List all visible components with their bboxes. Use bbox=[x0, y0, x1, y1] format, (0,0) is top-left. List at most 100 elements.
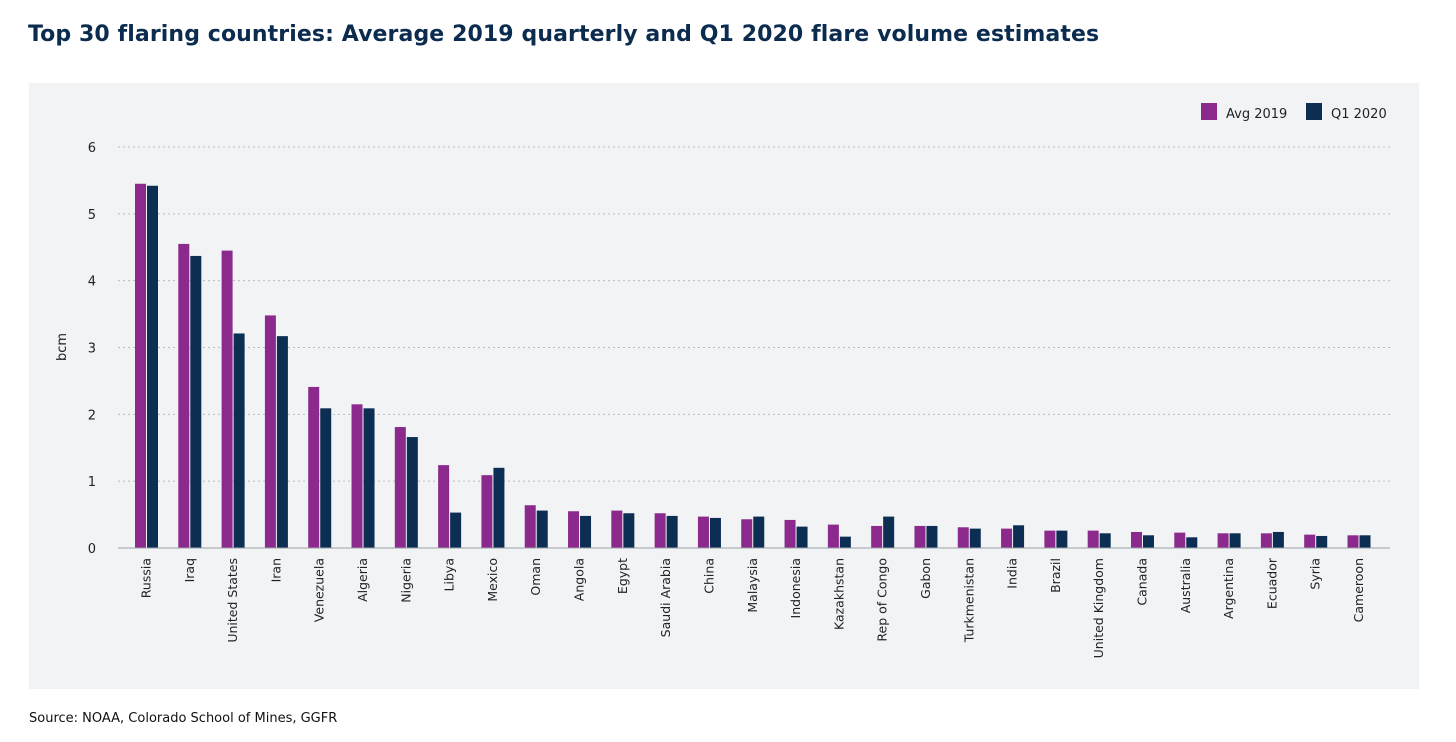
chart-panel bbox=[29, 83, 1419, 689]
bar-q12020-indonesia bbox=[796, 526, 808, 548]
bar-avg2019-egypt bbox=[611, 510, 623, 548]
bar-q12020-united-kingdom bbox=[1099, 533, 1111, 548]
y-tick-label: 3 bbox=[88, 342, 96, 357]
legend-swatch-q12020 bbox=[1306, 103, 1322, 120]
bar-avg2019-mexico bbox=[481, 475, 493, 548]
bar-avg2019-kazakhstan bbox=[827, 524, 839, 548]
x-tick-label: Turkmenistan bbox=[961, 558, 976, 643]
bar-avg2019-libya bbox=[438, 465, 450, 548]
bar-avg2019-canada bbox=[1130, 531, 1142, 548]
x-tick-label: United Kingdom bbox=[1091, 558, 1106, 658]
bar-q12020-syria bbox=[1316, 535, 1328, 548]
bar-avg2019-gabon bbox=[914, 525, 926, 548]
bar-avg2019-rep-of-congo bbox=[871, 525, 883, 548]
bar-q12020-algeria bbox=[363, 408, 375, 548]
x-tick-label: Iran bbox=[268, 558, 283, 582]
bar-q12020-brazil bbox=[1056, 530, 1068, 548]
bar-q12020-australia bbox=[1186, 537, 1198, 548]
y-tick-label: 5 bbox=[88, 208, 96, 223]
x-tick-label: Argentina bbox=[1221, 558, 1236, 619]
bar-q12020-cameroon bbox=[1359, 535, 1371, 548]
bar-avg2019-algeria bbox=[351, 404, 363, 548]
x-tick-label: Kazakhstan bbox=[831, 558, 846, 630]
bar-q12020-angola bbox=[580, 515, 592, 548]
x-tick-label: Gabon bbox=[918, 558, 933, 599]
y-tick-label: 6 bbox=[88, 141, 96, 156]
x-tick-label: Saudi Arabia bbox=[658, 558, 673, 637]
bar-q12020-gabon bbox=[926, 525, 938, 548]
x-tick-label: Egypt bbox=[615, 558, 630, 594]
bars bbox=[135, 183, 1371, 549]
x-axis-tick-labels: Russia Iraq United States Iran Venezuela Alge… bbox=[139, 557, 1367, 658]
bar-q12020-turkmenistan bbox=[969, 528, 981, 548]
bar-avg2019-iran bbox=[264, 315, 276, 548]
bar-avg2019-united-states bbox=[221, 250, 233, 548]
bar-q12020-russia bbox=[147, 185, 158, 548]
bar-avg2019-cameroon bbox=[1347, 535, 1359, 548]
x-tick-label: Mexico bbox=[485, 558, 500, 602]
x-tick-label: Syria bbox=[1308, 558, 1323, 590]
bar-q12020-china bbox=[709, 517, 721, 548]
bar-q12020-venezuela bbox=[320, 408, 332, 548]
bar-q12020-india bbox=[1013, 525, 1025, 548]
x-tick-label: Libya bbox=[442, 558, 457, 591]
bar-q12020-saudi-arabia bbox=[666, 515, 678, 548]
bar-avg2019-china bbox=[697, 516, 709, 548]
chart-title: Top 30 flaring countries: Average 2019 q… bbox=[28, 22, 1100, 47]
bar-avg2019-united-kingdom bbox=[1087, 530, 1099, 548]
bar-avg2019-russia bbox=[135, 183, 146, 548]
x-tick-label: Algeria bbox=[355, 558, 370, 602]
x-tick-label: Rep of Congo bbox=[875, 558, 890, 642]
x-tick-label: Venezuela bbox=[312, 558, 327, 622]
bar-q12020-iran bbox=[276, 336, 288, 548]
bar-q12020-rep-of-congo bbox=[883, 516, 895, 548]
bar-q12020-egypt bbox=[623, 513, 635, 548]
bar-q12020-argentina bbox=[1229, 533, 1241, 548]
bar-avg2019-ecuador bbox=[1260, 533, 1272, 548]
bar-avg2019-nigeria bbox=[394, 427, 406, 548]
x-tick-label: Canada bbox=[1134, 558, 1149, 606]
bar-avg2019-venezuela bbox=[308, 386, 320, 548]
bar-avg2019-turkmenistan bbox=[957, 527, 969, 548]
bar-q12020-malaysia bbox=[753, 516, 765, 548]
y-tick-label: 4 bbox=[88, 275, 96, 290]
bar-q12020-nigeria bbox=[406, 437, 418, 548]
bar-q12020-kazakhstan bbox=[839, 536, 851, 548]
legend: Avg 2019 Q1 2020 bbox=[1201, 103, 1387, 122]
x-tick-label: Australia bbox=[1178, 558, 1193, 613]
bar-avg2019-australia bbox=[1174, 532, 1186, 548]
x-tick-label: Oman bbox=[528, 558, 543, 596]
x-tick-label: Nigeria bbox=[398, 558, 413, 603]
bar-q12020-iraq bbox=[190, 255, 202, 548]
bar-q12020-libya bbox=[450, 512, 462, 548]
bar-q12020-mexico bbox=[493, 467, 505, 548]
x-tick-label: Brazil bbox=[1048, 558, 1063, 593]
bar-avg2019-malaysia bbox=[741, 519, 753, 548]
bar-avg2019-iraq bbox=[178, 243, 190, 549]
x-tick-label: Malaysia bbox=[745, 558, 760, 613]
y-tick-label: 1 bbox=[88, 475, 96, 490]
y-axis-label: bcm bbox=[55, 333, 70, 361]
bar-avg2019-oman bbox=[524, 505, 536, 548]
x-tick-label: Russia bbox=[139, 558, 154, 598]
y-tick-label: 2 bbox=[88, 408, 96, 423]
x-tick-label: India bbox=[1005, 558, 1020, 589]
bar-q12020-oman bbox=[536, 510, 548, 548]
bar-avg2019-saudi-arabia bbox=[654, 513, 666, 548]
bar-avg2019-indonesia bbox=[784, 519, 796, 548]
x-tick-label: Iraq bbox=[182, 558, 197, 582]
bar-avg2019-syria bbox=[1304, 534, 1316, 548]
bar-avg2019-argentina bbox=[1217, 533, 1229, 548]
legend-label-q12020: Q1 2020 bbox=[1331, 107, 1387, 122]
bar-avg2019-brazil bbox=[1044, 530, 1056, 548]
x-tick-label: China bbox=[701, 558, 716, 594]
legend-swatch-avg2019 bbox=[1201, 103, 1217, 120]
legend-label-avg2019: Avg 2019 bbox=[1226, 107, 1287, 122]
y-axis-ticks: 0 1 2 3 4 5 6 bbox=[88, 141, 96, 557]
x-tick-label: Angola bbox=[572, 558, 587, 601]
bar-q12020-united-states bbox=[233, 333, 245, 548]
bar-q12020-canada bbox=[1142, 535, 1154, 548]
bar-avg2019-angola bbox=[568, 511, 580, 548]
bar-q12020-ecuador bbox=[1272, 531, 1284, 548]
